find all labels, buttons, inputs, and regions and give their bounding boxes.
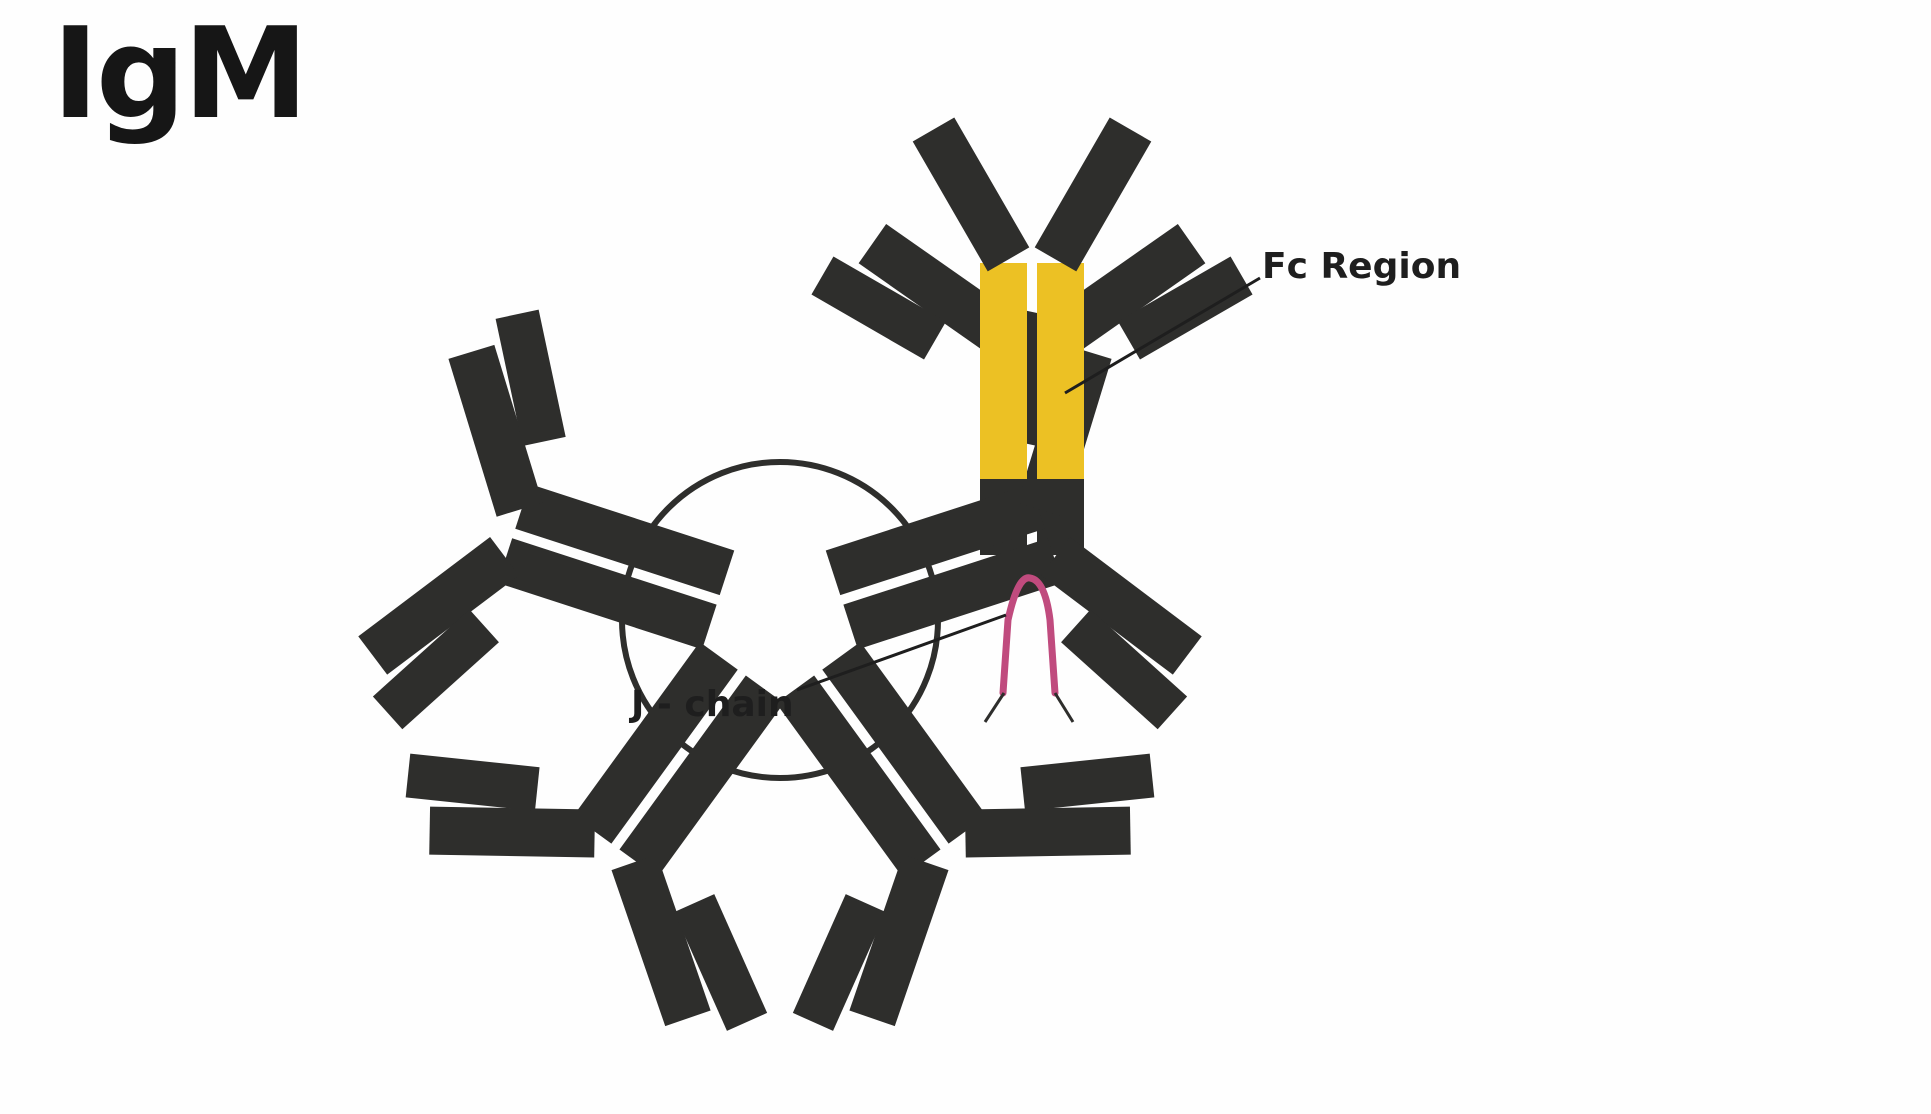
- fc-region-highlight: [980, 263, 1084, 479]
- fc-region-label: Fc Region: [1262, 246, 1461, 287]
- j-chain-connector-left: [983, 692, 1006, 723]
- j-chain-connector-right: [1053, 692, 1075, 723]
- page-title: IgM: [52, 0, 308, 147]
- j-chain-label: J - chain: [628, 684, 794, 725]
- fc-region-leader-line: [1064, 276, 1261, 395]
- j-chain: [999, 574, 1059, 697]
- j-chain-leader-line: [796, 613, 1007, 692]
- top-monomer-arms: [912, 117, 1152, 272]
